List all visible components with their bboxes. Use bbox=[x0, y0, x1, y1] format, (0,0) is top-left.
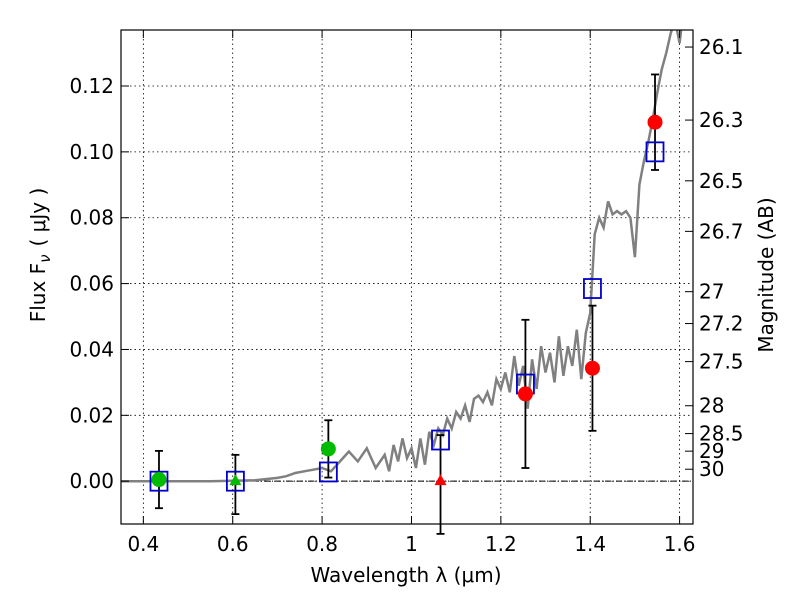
axes-frame-group bbox=[120, 29, 694, 525]
model-photometry-square-6 bbox=[645, 141, 665, 163]
magnitude-tick-label-8: 28.5 bbox=[699, 422, 744, 446]
y-axis-title-main: Flux F bbox=[26, 263, 50, 322]
x-tick-label-5: 1.4 bbox=[574, 532, 606, 556]
magnitude-tick-label-9: 29 bbox=[699, 439, 724, 463]
x-axis-title: Wavelength λ (μm) bbox=[310, 563, 501, 587]
x-ticks-group: 0.4 0.6 0.8 1 1.2 1.4 1.6 bbox=[127, 30, 696, 556]
observed-triangle-3 bbox=[434, 474, 447, 486]
y-axis-title-unit: ( μJy ) bbox=[26, 188, 50, 247]
x-tick-label-6: 1.6 bbox=[664, 532, 696, 556]
x-tick-label-0: 0.4 bbox=[127, 532, 159, 556]
y-ticks-group: 0.00 0.02 0.04 0.06 0.08 0.10 0.12 bbox=[69, 74, 129, 493]
model-spectrum-line bbox=[121, 30, 683, 483]
observed-circle-4 bbox=[517, 386, 533, 402]
y-tick-label-3: 0.06 bbox=[69, 272, 114, 296]
observed-circle-0 bbox=[151, 472, 167, 488]
model-photometry-square-0 bbox=[149, 470, 169, 492]
model-photometry-square-1 bbox=[225, 470, 245, 492]
observed-circle-5 bbox=[584, 360, 600, 376]
y-tick-label-6: 0.12 bbox=[69, 74, 114, 98]
magnitude-tick-label-3: 26.7 bbox=[699, 219, 744, 243]
observed-photometry-group bbox=[151, 114, 663, 488]
x-tick-label-2: 0.8 bbox=[306, 532, 338, 556]
y-tick-label-2: 0.04 bbox=[69, 337, 114, 361]
observed-circle-2 bbox=[320, 441, 336, 457]
magnitude-tick-label-0: 26.1 bbox=[699, 35, 744, 59]
model-photometry-group bbox=[149, 141, 665, 492]
x-tick-label-4: 1.2 bbox=[485, 532, 517, 556]
magnitude-tick-label-4: 27 bbox=[699, 280, 724, 304]
observed-triangle-1 bbox=[229, 474, 242, 486]
observed-circle-6 bbox=[647, 114, 663, 130]
y-tick-label-0: 0.00 bbox=[69, 469, 114, 493]
x-tick-label-1: 0.6 bbox=[217, 532, 249, 556]
magnitude-tick-label-10: 30 bbox=[699, 457, 724, 481]
y-tick-label-5: 0.10 bbox=[69, 140, 114, 164]
y-tick-label-4: 0.08 bbox=[69, 206, 114, 230]
model-spectrum-group bbox=[121, 30, 683, 483]
y-axis-title: Flux Fν ( μJy ) bbox=[26, 188, 54, 323]
magnitude-tick-label-6: 27.5 bbox=[699, 350, 744, 374]
magnitude-tick-label-7: 28 bbox=[699, 394, 724, 418]
magnitude-tick-label-1: 26.3 bbox=[699, 108, 744, 132]
y-tick-label-1: 0.02 bbox=[69, 403, 114, 427]
x-tick-label-3: 1 bbox=[405, 532, 418, 556]
y-axis-title-subscript: ν bbox=[36, 254, 54, 262]
model-photometry-square-2 bbox=[318, 461, 338, 483]
magnitude-tick-label-2: 26.5 bbox=[699, 169, 744, 193]
model-photometry-square-3 bbox=[431, 429, 450, 451]
magnitude-tick-label-5: 27.2 bbox=[699, 312, 744, 336]
model-photometry-square-5 bbox=[583, 278, 602, 299]
plot-frame bbox=[120, 29, 694, 525]
magnitude-axis-title: Magnitude (AB) bbox=[754, 197, 778, 352]
